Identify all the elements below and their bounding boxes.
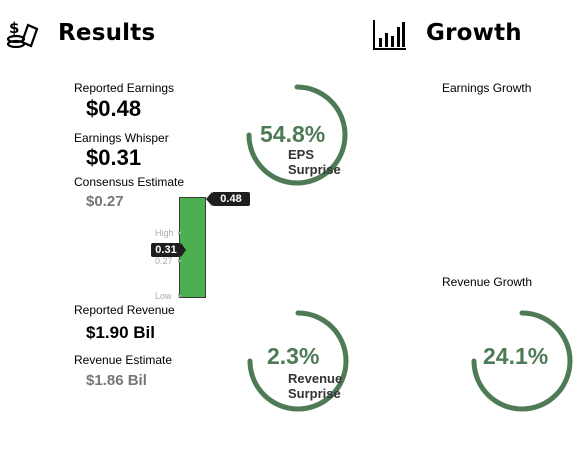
revenue-estimate-label: Revenue Estimate — [74, 353, 173, 367]
consensus-tick-label: 0.27 — [155, 256, 173, 266]
reported-revenue-value: $1.90 Bil — [86, 323, 155, 342]
growth-header: Growth — [372, 18, 572, 52]
results-title: Results — [58, 20, 156, 46]
earnings-whisper-label: Earnings Whisper — [74, 131, 169, 145]
results-header: $ Results — [6, 18, 206, 52]
revenue-surprise-arc — [247, 310, 349, 412]
range-low-label: Low — [155, 291, 172, 301]
revenue-growth-label: Revenue Growth — [442, 275, 533, 289]
range-high-arrow: ▸ — [178, 228, 183, 237]
eps-surprise-caption-line2: Surprise — [288, 162, 341, 177]
consensus-estimate-label: Consensus Estimate — [74, 175, 185, 189]
revenue-surprise-percent: 2.3% — [267, 343, 320, 369]
svg-text:$: $ — [9, 19, 19, 37]
eps-surprise-gauge: 54.8% EPS Surprise — [245, 83, 349, 187]
revenue-surprise-caption-line2: Surprise — [288, 386, 341, 401]
revenue-surprise-gauge: 2.3% Revenue Surprise — [246, 309, 350, 413]
reported-earnings-value: $0.48 — [86, 96, 142, 121]
reported-marker-pointer — [206, 192, 212, 206]
growth-title: Growth — [426, 20, 522, 46]
earnings-growth-label: Earnings Growth — [442, 81, 532, 95]
consensus-estimate-value: $0.27 — [86, 193, 124, 210]
revenue-surprise-caption-line1: Revenue — [288, 371, 343, 386]
eps-surprise-caption-line1: EPS — [288, 147, 315, 162]
money-stack-icon: $ — [6, 19, 42, 51]
eps-surprise-arc — [246, 84, 348, 186]
reported-marker-value: 0.48 — [212, 192, 250, 206]
reported-revenue-label: Reported Revenue — [74, 303, 175, 317]
revenue-growth-arc — [471, 310, 573, 412]
range-low-arrow: ▸ — [178, 291, 183, 300]
whisper-marker-pointer — [181, 243, 186, 257]
consensus-tick-arrow: ▸ — [178, 256, 183, 265]
earnings-whisper-value: $0.31 — [86, 145, 142, 170]
revenue-growth-percent: 24.1% — [483, 343, 549, 369]
revenue-estimate-value: $1.86 Bil — [86, 372, 147, 389]
reported-earnings-label: Reported Earnings — [74, 81, 175, 95]
whisper-marker-value: 0.31 — [151, 243, 181, 257]
bar-chart-icon — [372, 18, 408, 52]
revenue-growth-gauge: 24.1% — [470, 309, 574, 413]
range-high-label: High — [155, 228, 174, 238]
eps-surprise-percent: 54.8% — [260, 121, 326, 147]
